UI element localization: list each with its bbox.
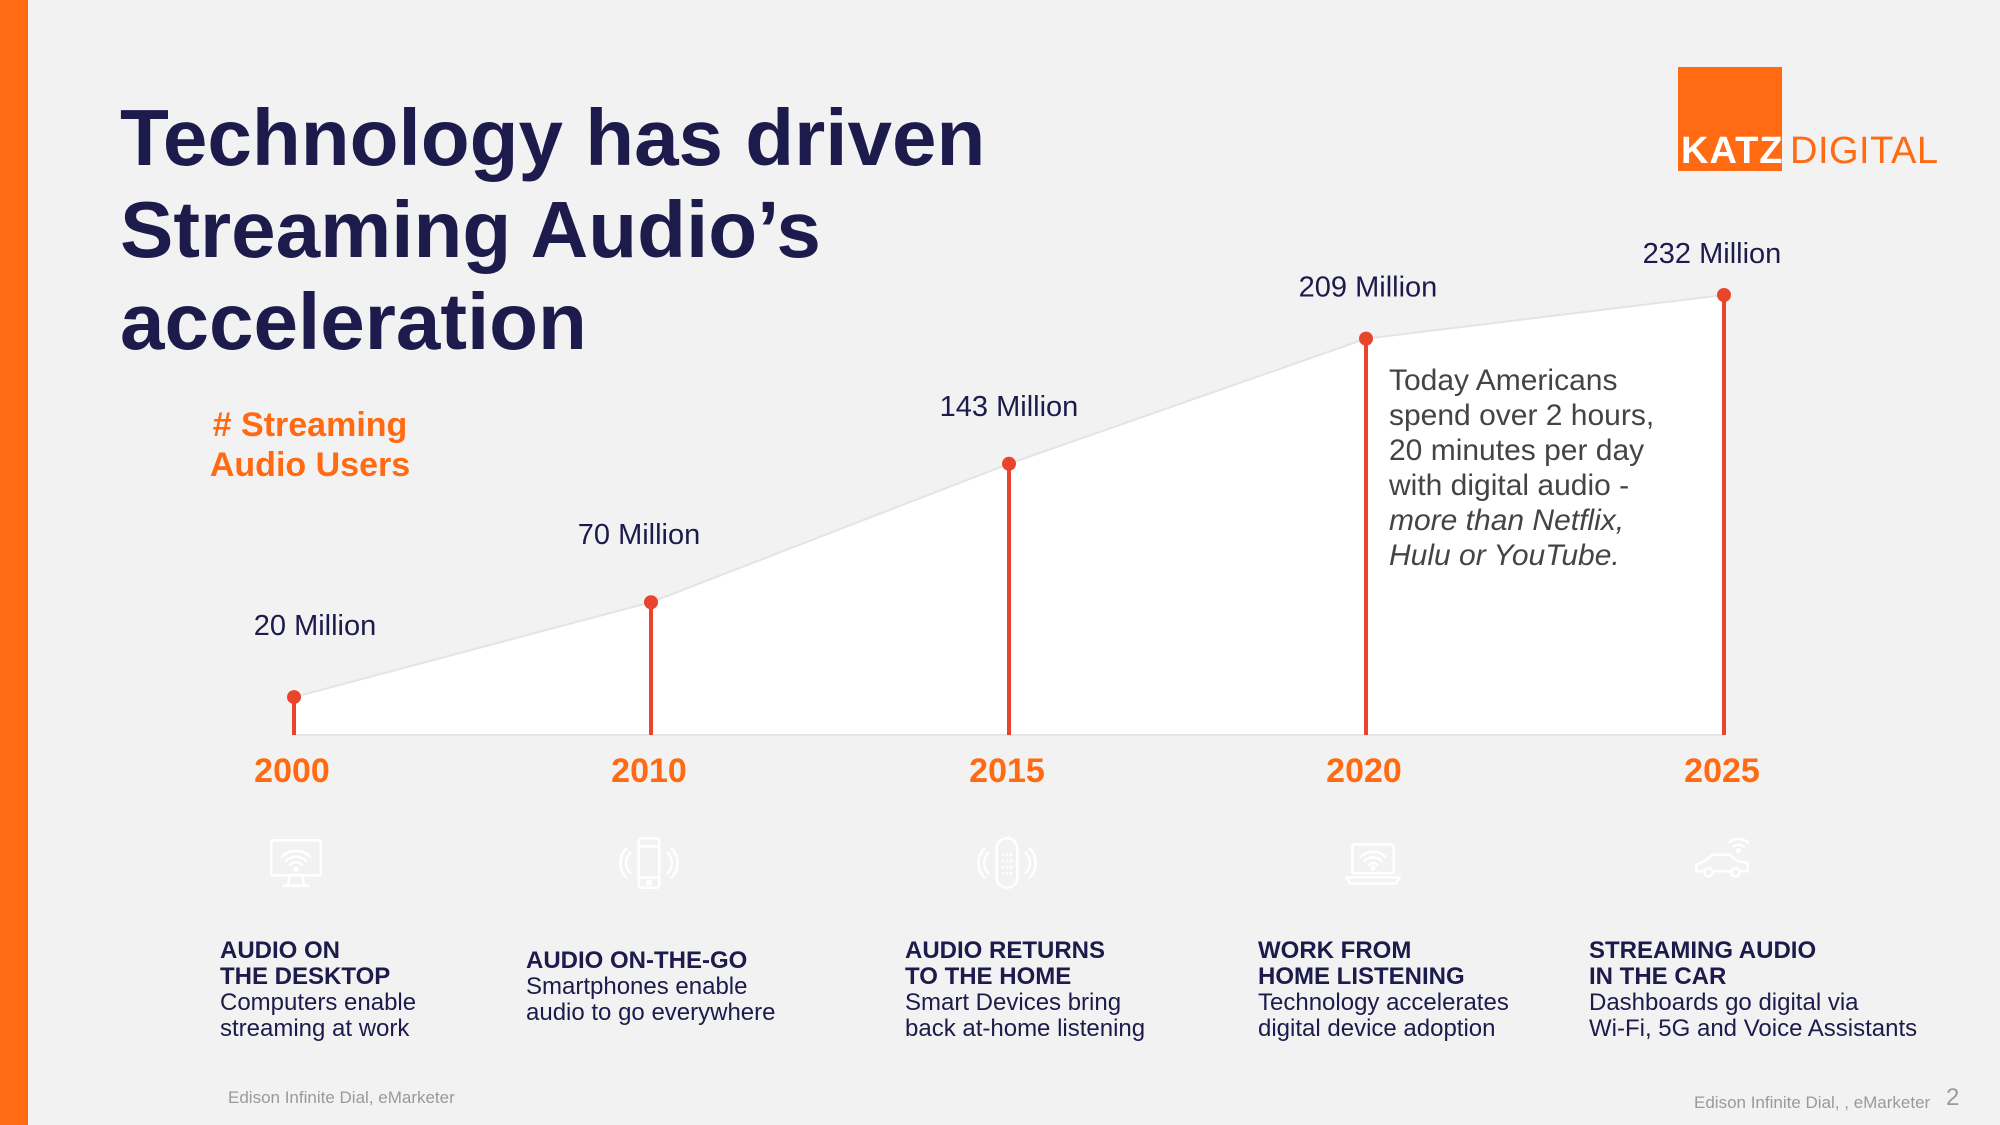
callout-plain: Today Americans spend over 2 hours, 20 m… xyxy=(1389,364,1655,502)
data-point xyxy=(1717,288,1731,302)
data-point xyxy=(644,595,658,610)
year-label: 2020 xyxy=(1326,752,1402,790)
title-line-2: Streaming Audio’s xyxy=(120,185,821,274)
caption-text-line: Dashboards go digital via xyxy=(1589,989,1859,1016)
milestone-caption-2: AUDIO ON-THE-GO Smartphones enable audio… xyxy=(526,948,776,1026)
milestone-icon-4 xyxy=(1324,814,1421,911)
caption-title-line: TO THE HOME xyxy=(905,963,1072,990)
caption-text-line: Smart Devices bring xyxy=(905,989,1122,1016)
source-note-left: Edison Infinite Dial, eMarketer xyxy=(228,1088,455,1107)
milestone-icon-1 xyxy=(247,814,344,911)
chart-title-line-1: # Streaming xyxy=(212,406,408,444)
caption-title-line: IN THE CAR xyxy=(1589,963,1727,990)
year-label: 2015 xyxy=(969,752,1045,790)
year-label: 2025 xyxy=(1684,752,1760,790)
accent-side-bar xyxy=(0,0,28,1125)
caption-text-line: Technology accelerates xyxy=(1258,989,1509,1016)
desktop-wifi-icon xyxy=(269,838,322,887)
data-point xyxy=(1002,456,1016,471)
chart-title-line-2: Audio Users xyxy=(209,446,411,484)
milestone-caption-3: AUDIO RETURNS TO THE HOME Smart Devices … xyxy=(905,938,1145,1042)
milestone-icon-3 xyxy=(958,814,1055,911)
callout-italic: more than Netflix, Hulu or YouTube. xyxy=(1389,504,1625,572)
caption-text-line: digital device adoption xyxy=(1258,1015,1496,1042)
logo-square xyxy=(1678,67,1782,171)
value-label: 20 Million xyxy=(254,610,377,642)
caption-text-line: Wi-Fi, 5G and Voice Assistants xyxy=(1589,1015,1918,1042)
caption-text-line: streaming at work xyxy=(220,1015,410,1042)
callout-text: Today Americans spend over 2 hours, 20 m… xyxy=(1389,363,1689,573)
milestone-caption-4: WORK FROM HOME LISTENING Technology acce… xyxy=(1258,938,1509,1042)
caption-title-line: AUDIO RETURNS xyxy=(905,937,1106,964)
caption-text-line: audio to go everywhere xyxy=(526,999,776,1026)
year-label: 2000 xyxy=(254,752,330,790)
milestone-caption-5: STREAMING AUDIO IN THE CAR Dashboards go… xyxy=(1589,938,1917,1042)
caption-text-line: back at-home listening xyxy=(905,1015,1146,1042)
milestone-icon-5 xyxy=(1674,814,1771,911)
caption-text-line: Smartphones enable xyxy=(526,973,748,1000)
caption-title-line: THE DESKTOP xyxy=(220,963,391,990)
value-label: 232 Million xyxy=(1643,238,1782,270)
laptop-wifi-icon xyxy=(1344,842,1401,885)
value-label: 209 Million xyxy=(1299,272,1438,304)
caption-title-line: STREAMING AUDIO xyxy=(1589,937,1817,964)
logo-katz-text: KATZ xyxy=(1681,130,1784,172)
year-label: 2010 xyxy=(611,752,687,790)
logo-digital-text: DIGITAL xyxy=(1790,130,1939,172)
page-number: 2 xyxy=(1946,1084,1960,1111)
connected-car-icon xyxy=(1694,837,1749,878)
caption-title-line: AUDIO ON xyxy=(220,937,340,964)
chart-title: # Streaming Audio Users xyxy=(160,405,460,485)
source-note-right: Edison Infinite Dial, , eMarketer xyxy=(1694,1093,1931,1112)
value-label: 143 Million xyxy=(940,391,1079,423)
page-title: Technology has driven Streaming Audio’s … xyxy=(120,92,1040,368)
milestone-caption-1: AUDIO ON THE DESKTOP Computers enable st… xyxy=(220,938,416,1042)
smart-speaker-icon xyxy=(976,836,1037,889)
caption-title-line: HOME LISTENING xyxy=(1258,963,1465,990)
title-line-1: Technology has driven xyxy=(120,93,986,182)
data-point xyxy=(287,690,301,705)
katz-digital-logo: KATZ DIGITAL xyxy=(1678,67,1938,177)
data-point xyxy=(1359,331,1373,346)
value-label: 70 Million xyxy=(578,519,701,551)
caption-text-line: Computers enable xyxy=(220,989,417,1016)
smartphone-icon xyxy=(618,836,679,889)
milestone-icon-2 xyxy=(600,814,697,911)
caption-title-line: AUDIO ON-THE-GO xyxy=(526,947,748,974)
caption-title-line: WORK FROM xyxy=(1258,937,1412,964)
title-line-3: acceleration xyxy=(120,277,587,366)
